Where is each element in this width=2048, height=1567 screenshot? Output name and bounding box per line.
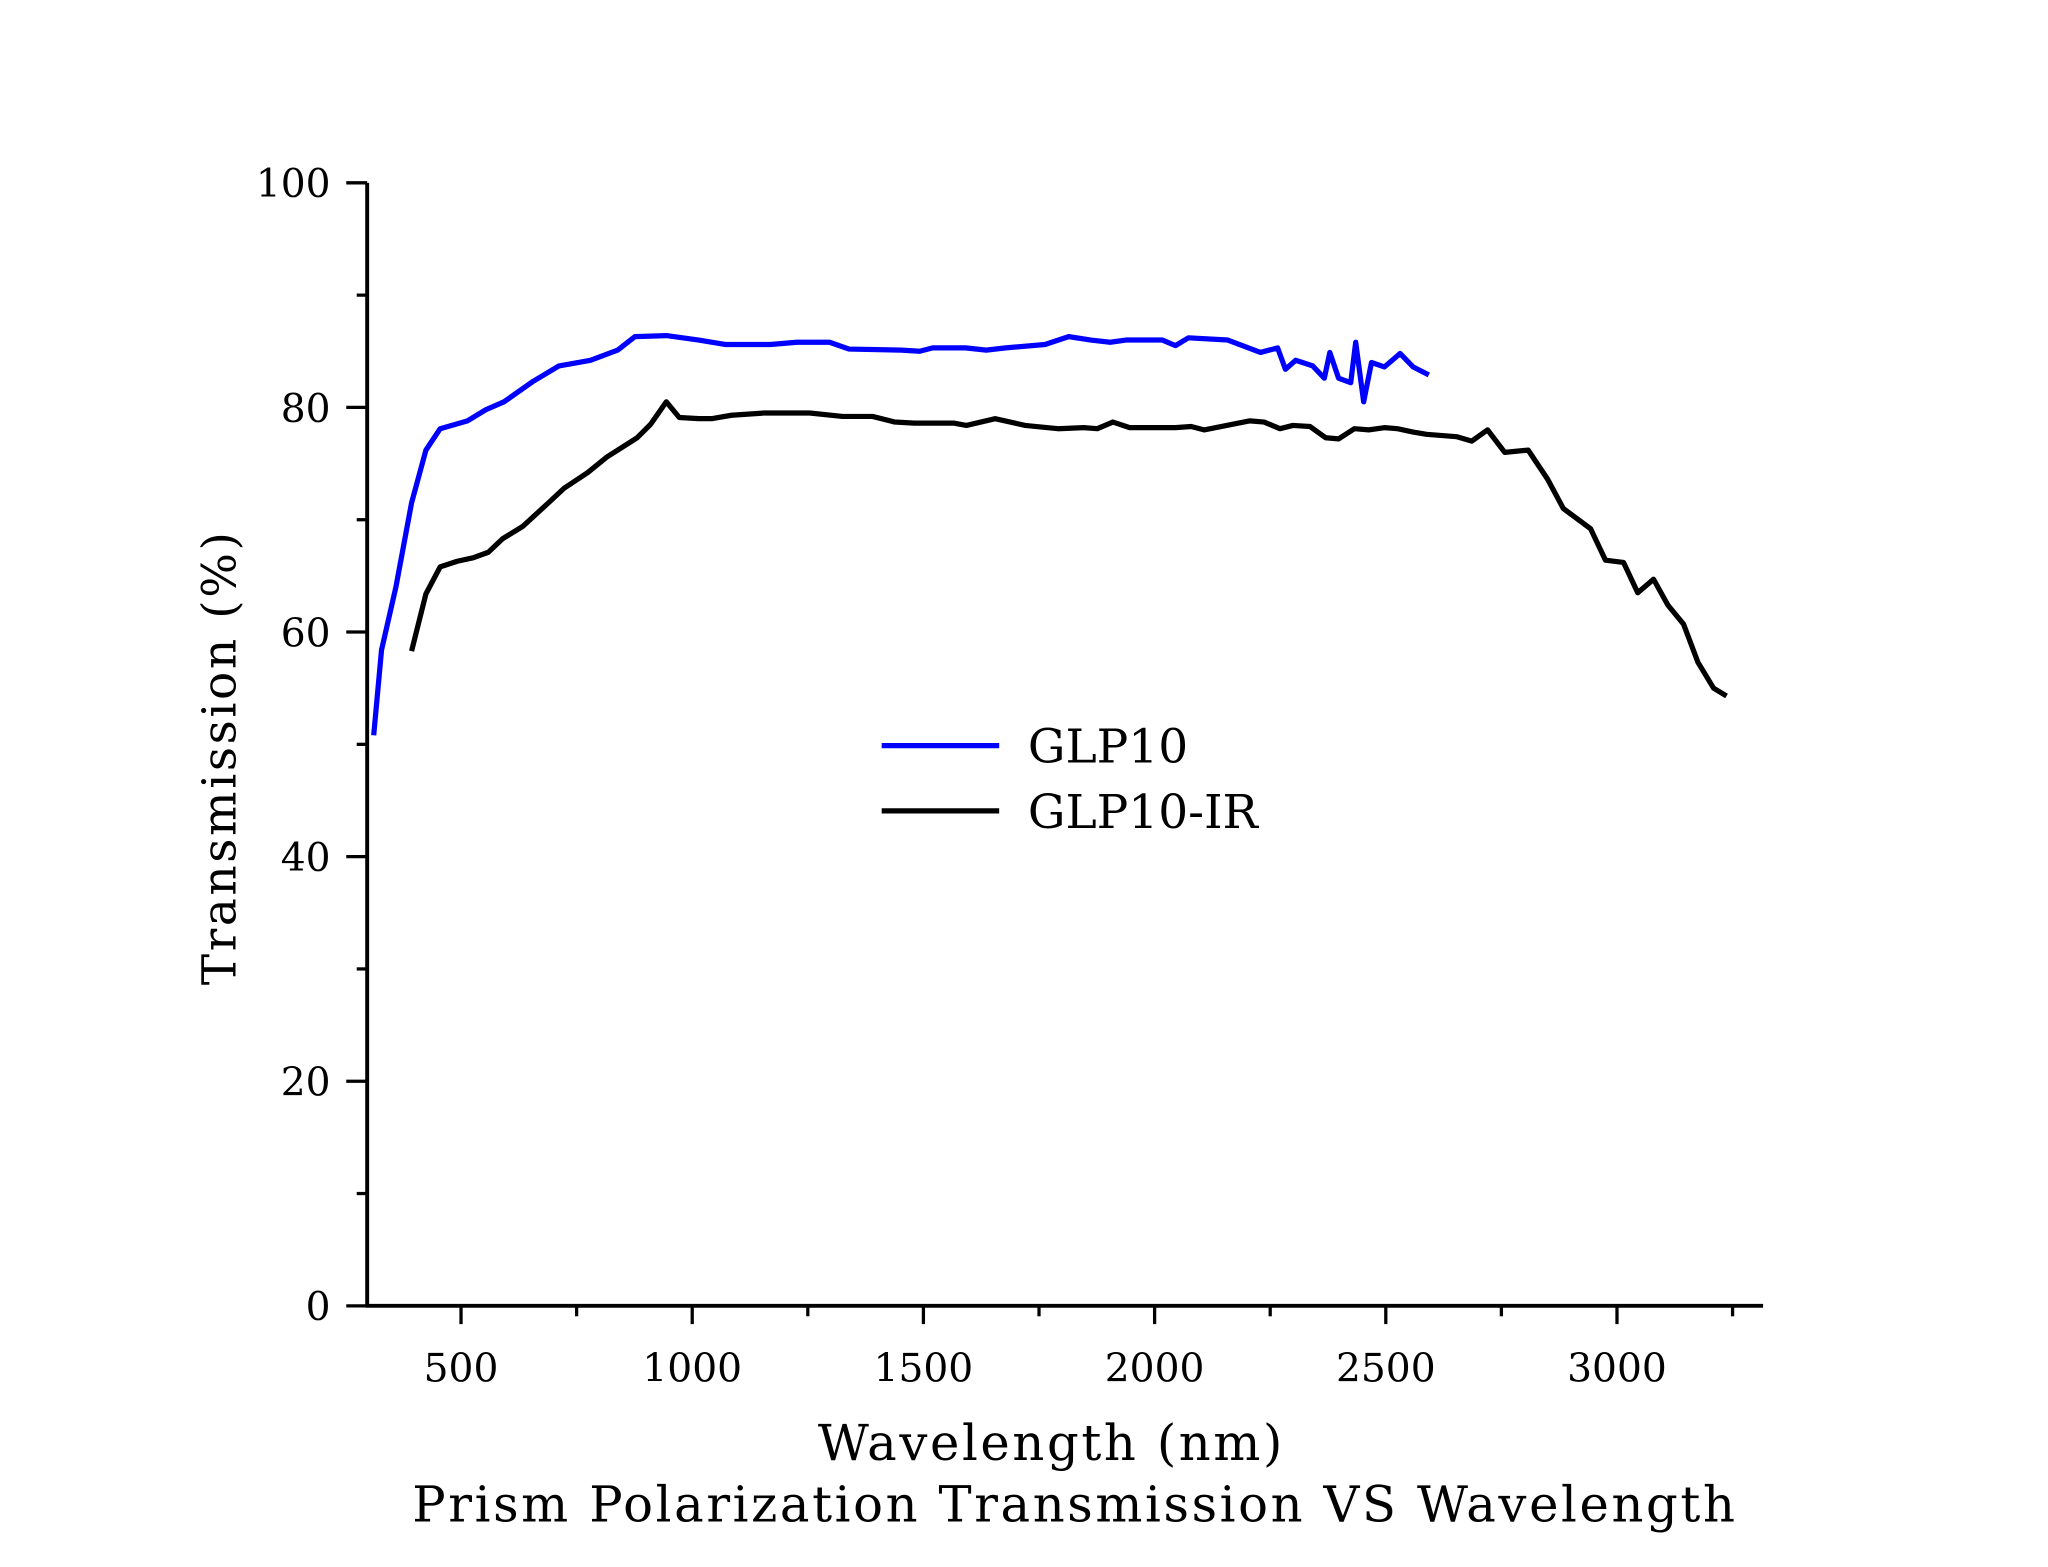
x-tick-label: 500 [424,1347,499,1392]
plot-area [371,332,1728,736]
y-tick-label: 80 [281,387,331,432]
y-tick-label: 0 [306,1285,331,1330]
chart-title: Prism Polarization Transmission VS Wavel… [412,1475,1737,1533]
legend: GLP10 GLP10-IR [881,720,1260,840]
x-tick-label: 2500 [1336,1347,1436,1392]
legend-label-glp10-ir: GLP10-IR [1028,785,1260,840]
x-axis-label: Wavelength (nm) [818,1414,1285,1472]
legend-label-glp10: GLP10 [1028,720,1188,775]
series-line-glp10-ir [409,399,1728,699]
ticks: 500 1000 1500 2000 2500 3000 0 20 40 60 80 100 [256,162,1735,1392]
y-tick-label: 20 [281,1061,331,1106]
y-tick-label: 100 [256,162,331,207]
x-tick-label: 1000 [642,1347,742,1392]
x-tick-label: 3000 [1567,1347,1667,1392]
series-line-glp10 [371,332,1430,736]
y-tick-label: 60 [281,611,331,656]
y-tick-label: 40 [281,836,331,881]
y-axis-label: Transmission (%) [192,530,247,986]
x-tick-label: 2000 [1105,1347,1205,1392]
x-tick-label: 1500 [874,1347,974,1392]
